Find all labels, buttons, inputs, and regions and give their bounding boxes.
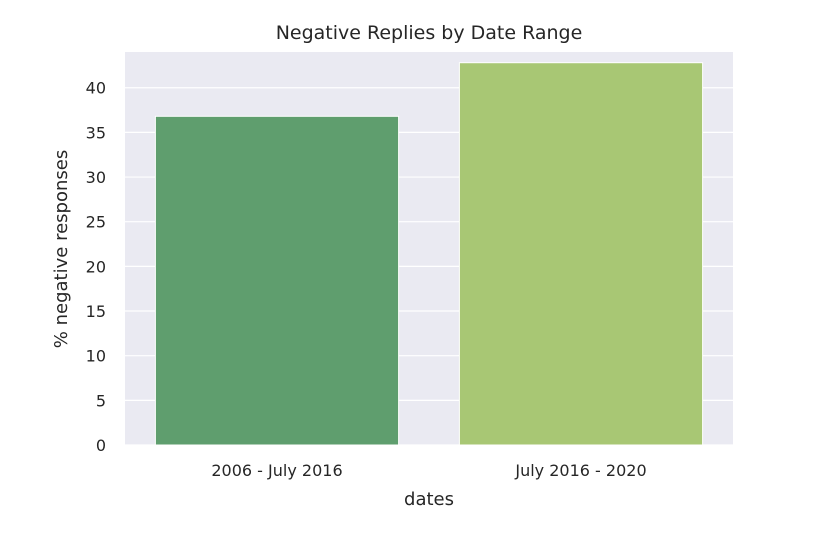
y-tick-label: 5 — [96, 391, 106, 410]
bar-2 — [458, 62, 704, 446]
y-tick-label: 15 — [86, 302, 106, 321]
y-tick-label: 0 — [96, 436, 106, 455]
y-tick-label: 35 — [86, 123, 106, 142]
y-tick-label: 25 — [86, 213, 106, 232]
y-axis-label: % negative responses — [51, 150, 72, 348]
x-tick-label: July 2016 - 2020 — [514, 461, 646, 480]
x-axis-label: dates — [404, 489, 454, 510]
x-tick-label: 2006 - July 2016 — [211, 461, 342, 480]
bar-1 — [154, 115, 400, 446]
y-tick-label: 20 — [86, 257, 106, 276]
y-tick-label: 40 — [86, 79, 106, 98]
bars — [154, 62, 704, 446]
y-axis-ticks: 0 5 10 15 20 25 30 35 40 — [86, 79, 106, 455]
y-tick-label: 30 — [86, 168, 106, 187]
x-axis-ticks: 2006 - July 2016 July 2016 - 2020 — [211, 461, 646, 480]
y-tick-label: 10 — [86, 347, 106, 366]
chart-title: Negative Replies by Date Range — [276, 22, 583, 44]
